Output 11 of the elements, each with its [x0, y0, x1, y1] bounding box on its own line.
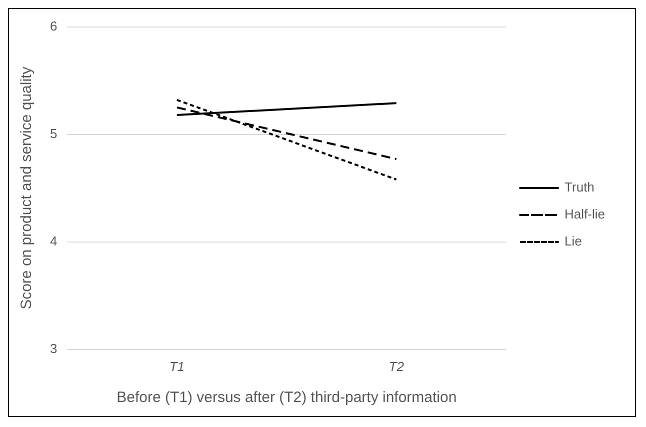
y-tick-label: 3 [50, 340, 58, 356]
y-axis-title: Score on product and service quality [18, 66, 36, 310]
y-tick-label: 4 [50, 233, 58, 248]
x-tick-label: T2 [388, 358, 405, 374]
legend-label: Truth [564, 180, 594, 195]
x-axis-title: Before (T1) versus after (T2) third-party information [116, 389, 457, 406]
y-tick-label: 6 [50, 18, 58, 34]
legend-label: Lie [564, 234, 582, 249]
legend-label: Half-lie [564, 206, 606, 222]
y-tick-label: 5 [50, 126, 58, 141]
x-tick-label: T1 [169, 358, 185, 374]
